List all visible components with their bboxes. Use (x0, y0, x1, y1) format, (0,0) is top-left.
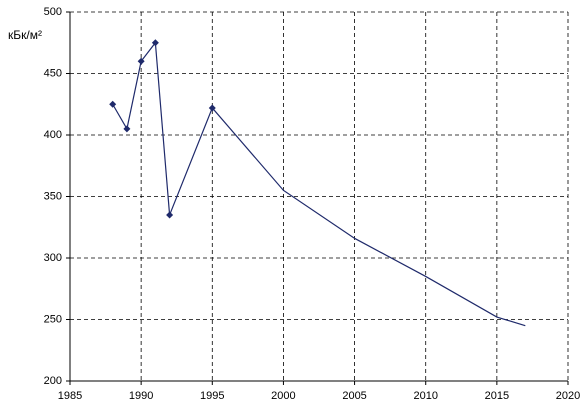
data-point (123, 125, 131, 133)
x-tick-label: 1985 (58, 390, 82, 402)
x-tick-label: 2015 (485, 390, 509, 402)
y-tick-label: 300 (44, 252, 62, 264)
data-point (166, 211, 174, 219)
x-tick-label: 2010 (413, 390, 437, 402)
x-tick-label: 2000 (271, 390, 295, 402)
data-point (137, 57, 145, 65)
x-tick-label: 1990 (129, 390, 153, 402)
x-tick-label: 1995 (200, 390, 224, 402)
y-tick-label: 450 (44, 67, 62, 79)
x-tick-label: 2020 (556, 390, 580, 402)
data-line (211, 107, 526, 327)
y-tick-label: 500 (44, 6, 62, 18)
y-tick-label: 200 (44, 375, 62, 387)
y-tick-label: 350 (44, 190, 62, 202)
y-tick-label: 250 (44, 313, 62, 325)
data-point (151, 39, 159, 47)
x-tick-label: 2005 (342, 390, 366, 402)
y-axis-label: кБк/м² (8, 28, 42, 42)
data-point (109, 100, 117, 108)
data-line (112, 41, 213, 216)
y-tick-label: 400 (44, 129, 62, 141)
